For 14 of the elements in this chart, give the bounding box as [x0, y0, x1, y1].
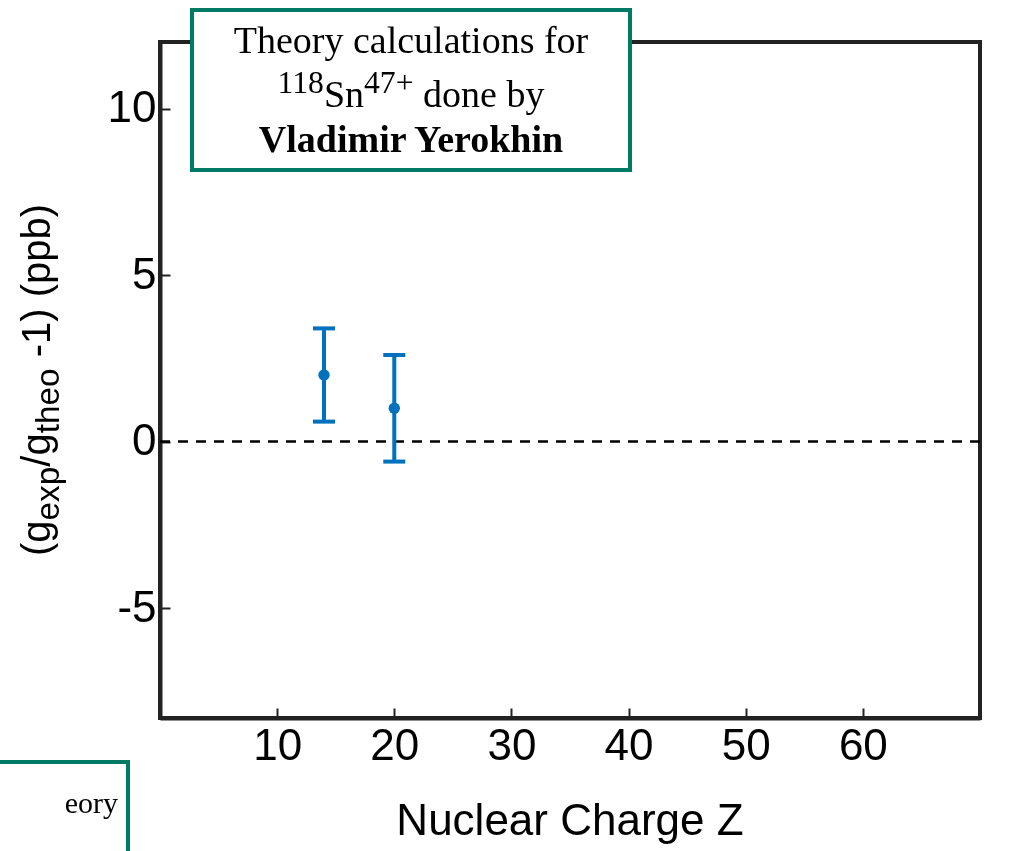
y-tick-label: 0 [132, 415, 157, 465]
annotation: Vladimir Yerokhin [258, 117, 564, 160]
x-tick-label: 20 [370, 719, 420, 769]
x-tick-label: 60 [838, 719, 888, 769]
x-tick-label: 10 [253, 719, 303, 769]
x-axis-title: Nuclear Charge Z [395, 795, 745, 845]
x-tick-label: 50 [721, 719, 771, 769]
text: eory [0, 760, 130, 851]
annotation: Theory calculations for $^{118}$Sn$^{47+}$ done by [233, 19, 589, 115]
x-tick-label: 30 [487, 719, 537, 769]
y-tick-label: 10 [107, 82, 157, 132]
y-tick-label: -5 [117, 581, 157, 631]
y-tick-label: 5 [132, 248, 157, 298]
x-tick-label: 40 [604, 719, 654, 769]
